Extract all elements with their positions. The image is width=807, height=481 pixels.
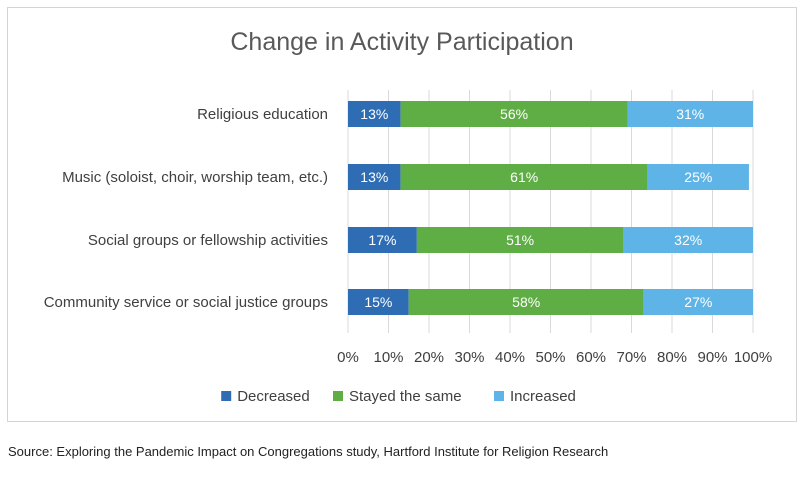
legend-swatch	[494, 391, 504, 401]
category-label: Social groups or fellowship activities	[88, 232, 328, 249]
x-tick-label: 0%	[337, 349, 359, 366]
data-label: 32%	[674, 232, 702, 248]
bar-segment	[348, 164, 401, 190]
category-label: Music (soloist, choir, worship team, etc…	[62, 169, 328, 186]
bar-segment	[408, 289, 644, 315]
x-tick-label: 30%	[454, 349, 484, 366]
bar-segment	[416, 227, 624, 253]
bar-segment	[400, 164, 648, 190]
data-label: 13%	[360, 106, 388, 122]
legend-label: Increased	[510, 388, 576, 405]
bar-segment	[627, 101, 753, 127]
data-label: 15%	[364, 294, 392, 310]
x-tick-label: 100%	[734, 349, 772, 366]
legend-label: Stayed the same	[349, 388, 462, 405]
chart: Change in Activity Participation 0% 10% 20%…	[44, 28, 772, 405]
data-label: 25%	[684, 169, 712, 185]
legend-swatch	[333, 391, 343, 401]
x-tick-label: 10%	[373, 349, 403, 366]
data-label: 61%	[510, 169, 538, 185]
category-label: Community service or social justice grou…	[44, 294, 328, 311]
data-label: 31%	[676, 106, 704, 122]
legend-swatch	[221, 391, 232, 401]
x-tick-label: 20%	[414, 349, 444, 366]
data-label: 17%	[368, 232, 396, 248]
bar-segment	[647, 164, 749, 190]
bar-segment	[623, 227, 753, 253]
x-tick-label: 40%	[495, 349, 525, 366]
bar-segment	[400, 101, 628, 127]
x-tick-label: 80%	[657, 349, 687, 366]
x-tick-label: 90%	[697, 349, 727, 366]
x-tick-label: 70%	[616, 349, 646, 366]
bar-segment	[643, 289, 753, 315]
chart-frame: Change in Activity Participation 0% 10% 20%…	[7, 7, 797, 422]
chart-title: Change in Activity Participation	[230, 28, 573, 56]
bar-segment	[348, 101, 401, 127]
legend-label: Decreased	[237, 388, 310, 405]
x-tick-label: 50%	[535, 349, 565, 366]
data-label: 58%	[512, 294, 540, 310]
x-tick-label: 60%	[576, 349, 606, 366]
data-label: 51%	[506, 232, 534, 248]
data-label: 56%	[500, 106, 528, 122]
source-note: Source: Exploring the Pandemic Impact on…	[8, 444, 609, 459]
bar-segment	[348, 227, 417, 253]
data-label: 13%	[360, 169, 388, 185]
category-label: Religious education	[197, 106, 328, 123]
data-label: 27%	[684, 294, 712, 310]
bar-segment	[348, 289, 409, 315]
